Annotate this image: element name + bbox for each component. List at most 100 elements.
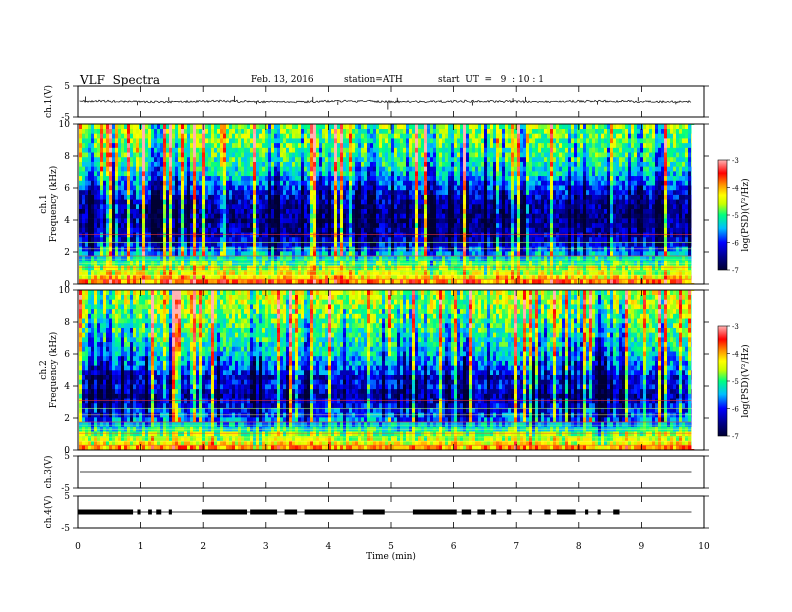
psd-cell [301, 269, 305, 275]
psd-cell [424, 222, 428, 228]
psd-cell [508, 128, 512, 134]
psd-cell [424, 138, 428, 144]
psd-cell [250, 142, 254, 148]
psd-cell [466, 194, 470, 200]
psd-cell [82, 274, 86, 280]
psd-cell [313, 161, 317, 167]
psd-cell [115, 124, 119, 130]
psd-cell [109, 180, 113, 186]
psd-cell [457, 265, 461, 271]
psd-cell [430, 274, 434, 280]
psd-cell [130, 274, 134, 280]
psd-cell [253, 227, 257, 233]
psd-cell [355, 274, 359, 280]
psd-cell [373, 124, 377, 130]
psd-cell [94, 265, 98, 271]
psd-cell [316, 180, 320, 186]
psd-cell [367, 279, 371, 285]
psd-cell [322, 199, 326, 205]
psd-cell [154, 189, 158, 195]
psd-cell [250, 274, 254, 280]
psd-cell [367, 218, 371, 224]
psd-cell [400, 279, 404, 285]
psd-cell [226, 194, 230, 200]
psd-cell [484, 133, 488, 139]
psd-cell [337, 147, 341, 153]
psd-cell [349, 279, 353, 285]
psd-cell [271, 147, 275, 153]
psd-cell [271, 265, 275, 271]
psd-cell [217, 166, 221, 172]
psd-cell [298, 255, 302, 261]
psd-cell [124, 166, 128, 172]
psd-cell [508, 274, 512, 280]
psd-cell [235, 171, 239, 177]
psd-cell [499, 194, 503, 200]
psd-cell [97, 189, 101, 195]
psd-cell [358, 213, 362, 219]
psd-cell [196, 199, 200, 205]
psd-cell [148, 255, 152, 261]
psd-cell [286, 222, 290, 228]
psd-cell [82, 147, 86, 153]
psd-cell [184, 194, 188, 200]
psd-cell [307, 204, 311, 210]
psd-cell [298, 175, 302, 181]
psd-cell [352, 218, 356, 224]
psd-cell [286, 133, 290, 139]
psd-cell [463, 227, 467, 233]
psd-cell [400, 166, 404, 172]
psd-cell [400, 208, 404, 214]
psd-cell [247, 147, 251, 153]
psd-cell [283, 138, 287, 144]
psd-cell [397, 185, 401, 191]
psd-cell [253, 199, 257, 205]
psd-cell [484, 152, 488, 158]
psd-cell [247, 204, 251, 210]
psd-cell [151, 213, 155, 219]
psd-cell [499, 124, 503, 130]
psd-cell [256, 274, 260, 280]
psd-cell [250, 152, 254, 158]
psd-cell [160, 142, 164, 148]
psd-cell [106, 208, 110, 214]
psd-cell [493, 194, 497, 200]
psd-cell [133, 124, 137, 130]
psd-cell [292, 227, 296, 233]
psd-cell [382, 269, 386, 275]
psd-cell [97, 161, 101, 167]
psd-cell [163, 142, 167, 148]
psd-cell [430, 213, 434, 219]
psd-cell [496, 199, 500, 205]
psd-cell [211, 213, 215, 219]
psd-cell [211, 279, 215, 285]
psd-cell [307, 124, 311, 130]
psd-cell [472, 208, 476, 214]
psd-cell [337, 204, 341, 210]
psd-cell [376, 171, 380, 177]
psd-cell [421, 236, 425, 242]
psd-cell [250, 251, 254, 257]
psd-cell [316, 222, 320, 228]
psd-cell [409, 269, 413, 275]
psd-cell [463, 213, 467, 219]
psd-cell [364, 236, 368, 242]
psd-cell [196, 124, 200, 130]
psd-cell [121, 138, 125, 144]
psd-cell [304, 204, 308, 210]
psd-cell [220, 251, 224, 257]
psd-cell [178, 213, 182, 219]
psd-cell [253, 138, 257, 144]
psd-cell [211, 152, 215, 158]
psd-cell [292, 175, 296, 181]
psd-cell [250, 279, 254, 285]
psd-cell [388, 251, 392, 257]
psd-cell [145, 251, 149, 257]
psd-cell [112, 255, 116, 261]
psd-cell [313, 180, 317, 186]
psd-cell [169, 147, 173, 153]
psd-cell [88, 171, 92, 177]
psd-cell [454, 222, 458, 228]
psd-cell [256, 199, 260, 205]
psd-cell [190, 171, 194, 177]
